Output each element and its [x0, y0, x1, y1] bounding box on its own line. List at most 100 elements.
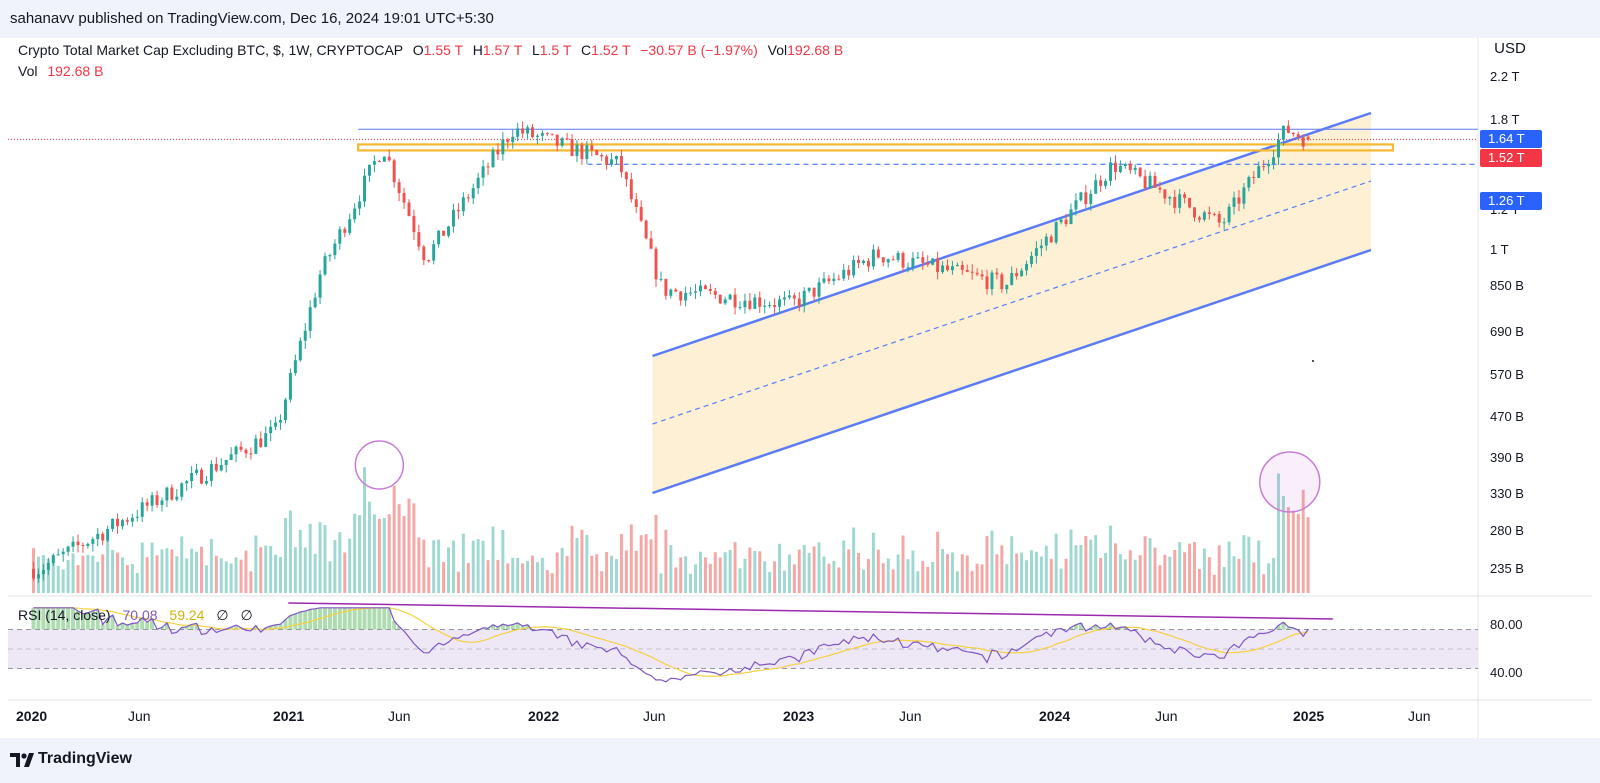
volume-bar: [624, 550, 628, 593]
candle-body: [605, 156, 609, 165]
candle-body: [580, 144, 584, 160]
candle-body: [610, 159, 614, 165]
candle-body: [447, 226, 450, 236]
volume-bar: [209, 538, 213, 593]
candle-body: [185, 481, 189, 484]
volume-bar: [328, 561, 332, 593]
time-tick: 2020: [16, 708, 48, 724]
volume-bar: [387, 514, 391, 593]
volume-bar: [1094, 535, 1098, 593]
candle-body: [1296, 134, 1300, 138]
candle-body: [891, 259, 895, 261]
candle-body: [1020, 270, 1024, 277]
candle-body: [41, 569, 45, 575]
volume-bar: [284, 518, 287, 593]
candle-body: [1237, 197, 1241, 204]
volume-bar: [644, 534, 648, 593]
rsi-title[interactable]: RSI (14, close): [18, 607, 111, 623]
currency-button[interactable]: USD: [1494, 40, 1526, 57]
candle-body: [1015, 272, 1019, 277]
volume-bar: [985, 536, 989, 593]
candle-body: [1227, 206, 1231, 223]
volume-bar: [758, 551, 762, 593]
candle-body: [501, 139, 505, 155]
candle-body: [358, 201, 362, 209]
candle-body: [743, 300, 747, 308]
volume-bar: [585, 534, 589, 593]
candle-body: [427, 260, 431, 262]
candle-body: [422, 246, 426, 261]
volume-bar: [545, 570, 549, 593]
volume-bar: [590, 555, 594, 593]
volume-bar: [51, 557, 55, 593]
volume-bar: [461, 533, 465, 593]
volume-bar: [708, 563, 712, 593]
candle-body: [590, 145, 594, 151]
time-tick: Jun: [128, 708, 151, 724]
candle-body: [1133, 167, 1137, 171]
volume-bar: [965, 555, 969, 593]
candle-body: [990, 272, 994, 290]
candle-body: [1059, 219, 1063, 223]
volume-bar: [427, 567, 431, 593]
volume-bar: [1257, 540, 1261, 593]
chart-frame[interactable]: [8, 38, 1592, 738]
candle-body: [150, 495, 154, 506]
candle-body: [1277, 139, 1280, 158]
volume-bar: [931, 561, 935, 593]
candle-body: [837, 278, 841, 280]
volume-bar: [234, 557, 238, 593]
candle-body: [1301, 137, 1305, 147]
candle-body: [397, 182, 401, 194]
rsi-ma-value: 59.24: [169, 607, 205, 623]
price-tick: 1 T: [1490, 242, 1509, 257]
volume-bar: [526, 561, 530, 593]
volume-bar: [1267, 563, 1271, 593]
volume-circle-2021: [354, 440, 405, 490]
candle-body: [338, 229, 342, 244]
stray-dot: [1312, 360, 1314, 362]
candle-body: [274, 422, 278, 427]
volume-bar: [451, 540, 455, 593]
volume-bar: [372, 514, 376, 593]
volume-bar: [615, 559, 618, 593]
price-tag: 1.26 T: [1480, 192, 1542, 210]
candle-body: [1207, 212, 1211, 214]
volume-bar: [264, 545, 268, 593]
volume-bar: [896, 554, 900, 593]
candle-body: [264, 433, 268, 447]
volume-bar: [832, 560, 836, 593]
volume-bar: [1000, 545, 1004, 593]
candle-body: [175, 496, 179, 500]
candle-body: [204, 480, 208, 484]
candle-body: [1118, 166, 1122, 172]
candle-body: [822, 278, 826, 283]
candle-body: [787, 295, 791, 298]
candle-body: [284, 399, 287, 421]
symbol-title[interactable]: Crypto Total Market Cap Excluding BTC, $…: [18, 42, 403, 58]
volume-bar: [975, 563, 979, 593]
candle-body: [797, 298, 801, 306]
chart-canvas[interactable]: [8, 38, 1592, 738]
candle-body: [634, 199, 638, 207]
volume-bar: [185, 558, 189, 593]
volume-bar: [1242, 535, 1246, 593]
candle-body: [758, 297, 762, 307]
volume-bar: [857, 552, 861, 593]
volume-bar: [1118, 554, 1122, 593]
candle-body: [516, 128, 520, 137]
time-tick: 2024: [1039, 708, 1071, 724]
volume-bar: [891, 569, 895, 593]
volume-bar: [555, 552, 559, 593]
candle-body: [931, 258, 935, 265]
volume-bar: [160, 549, 164, 593]
volume-bar: [703, 557, 707, 593]
volume-bar: [1301, 489, 1305, 593]
volume-bar: [1148, 538, 1152, 593]
volume-bar: [906, 559, 910, 593]
candle-body: [481, 166, 485, 178]
candle-body: [807, 287, 811, 291]
volume-bar: [46, 559, 50, 593]
volume-bar: [1020, 552, 1024, 593]
volume-bar: [1202, 548, 1206, 593]
